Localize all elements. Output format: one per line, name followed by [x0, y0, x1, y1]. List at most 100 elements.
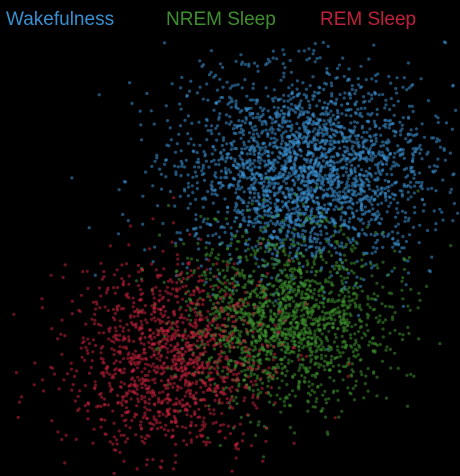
scatter-point-wakefulness [315, 56, 319, 61]
scatter-point-wakefulness [272, 88, 276, 92]
scatter-point-wakefulness [373, 154, 378, 158]
scatter-point-wakefulness [210, 180, 214, 184]
scatter-point-nrem-sleep [189, 257, 194, 261]
scatter-point-rem-sleep [177, 355, 181, 359]
scatter-point-wakefulness [280, 121, 285, 125]
scatter-point-nrem-sleep [185, 271, 189, 275]
scatter-point-rem-sleep [219, 375, 223, 379]
scatter-point-wakefulness [190, 121, 194, 125]
scatter-point-wakefulness [330, 264, 335, 268]
scatter-point-rem-sleep [143, 411, 147, 415]
scatter-point-wakefulness [344, 170, 348, 174]
scatter-point-wakefulness [337, 63, 341, 67]
scatter-point-nrem-sleep [362, 331, 366, 335]
scatter-point-wakefulness [313, 232, 317, 236]
scatter-point-wakefulness [410, 159, 415, 163]
scatter-point-wakefulness [261, 202, 265, 206]
scatter-point-rem-sleep [292, 441, 296, 445]
scatter-point-nrem-sleep [285, 342, 290, 346]
scatter-point-wakefulness [217, 158, 221, 162]
scatter-point-wakefulness [322, 87, 326, 92]
scatter-point-rem-sleep [111, 307, 116, 312]
scatter-point-nrem-sleep [218, 290, 222, 294]
scatter-point-wakefulness [209, 49, 213, 53]
scatter-point-rem-sleep [157, 298, 161, 302]
scatter-point-wakefulness [139, 123, 143, 127]
scatter-point-wakefulness [332, 140, 336, 145]
scatter-point-nrem-sleep [313, 273, 318, 277]
scatter-point-rem-sleep [204, 443, 208, 447]
scatter-point-wakefulness [294, 130, 299, 134]
scatter-point-wakefulness [432, 170, 436, 174]
scatter-point-wakefulness [432, 136, 436, 140]
scatter-point-nrem-sleep [359, 308, 363, 312]
scatter-point-wakefulness [368, 187, 372, 191]
scatter-point-nrem-sleep [280, 362, 284, 366]
scatter-point-wakefulness [316, 233, 320, 237]
scatter-point-rem-sleep [173, 346, 177, 350]
scatter-point-rem-sleep [235, 388, 239, 392]
scatter-point-wakefulness [373, 190, 377, 194]
scatter-point-rem-sleep [195, 362, 200, 366]
scatter-point-wakefulness [418, 151, 422, 155]
scatter-point-wakefulness [305, 160, 309, 164]
scatter-point-nrem-sleep [310, 337, 314, 341]
scatter-point-wakefulness [448, 190, 452, 195]
scatter-point-wakefulness [376, 176, 380, 180]
scatter-point-wakefulness [248, 148, 252, 152]
scatter-point-nrem-sleep [306, 391, 310, 395]
scatter-point-rem-sleep [135, 392, 139, 396]
scatter-point-nrem-sleep [182, 242, 186, 246]
scatter-point-wakefulness [204, 280, 208, 284]
scatter-point-wakefulness [400, 194, 404, 198]
scatter-point-wakefulness [254, 115, 259, 120]
scatter-point-wakefulness [350, 140, 354, 144]
scatter-point-wakefulness [330, 174, 334, 178]
scatter-point-wakefulness [364, 147, 368, 151]
scatter-point-rem-sleep [152, 423, 156, 427]
scatter-point-wakefulness [249, 106, 253, 110]
scatter-point-nrem-sleep [275, 242, 279, 246]
scatter-point-wakefulness [377, 161, 381, 165]
scatter-point-nrem-sleep [229, 300, 233, 304]
scatter-point-wakefulness [296, 107, 300, 111]
scatter-point-wakefulness [340, 241, 344, 245]
scatter-point-wakefulness [217, 163, 221, 167]
scatter-point-wakefulness [306, 197, 310, 201]
scatter-point-wakefulness [126, 219, 130, 223]
scatter-point-wakefulness [385, 172, 389, 176]
scatter-point-wakefulness [322, 215, 326, 219]
scatter-point-wakefulness [238, 130, 242, 135]
scatter-point-wakefulness [226, 155, 230, 159]
scatter-point-wakefulness [314, 132, 318, 136]
scatter-point-rem-sleep [232, 314, 236, 318]
scatter-point-nrem-sleep [321, 301, 325, 305]
scatter-point-wakefulness [250, 136, 254, 140]
scatter-point-nrem-sleep [313, 329, 317, 333]
scatter-point-nrem-sleep [225, 259, 229, 264]
scatter-point-nrem-sleep [263, 250, 267, 254]
scatter-point-nrem-sleep [353, 323, 357, 327]
scatter-point-wakefulness [286, 156, 290, 160]
scatter-point-nrem-sleep [359, 370, 363, 374]
scatter-point-wakefulness [376, 194, 380, 198]
scatter-point-wakefulness [228, 170, 233, 174]
scatter-point-wakefulness [348, 138, 352, 142]
scatter-point-wakefulness [388, 107, 392, 112]
scatter-point-wakefulness [367, 57, 371, 61]
scatter-point-wakefulness [310, 228, 314, 233]
scatter-point-nrem-sleep [354, 379, 358, 383]
scatter-point-wakefulness [185, 94, 189, 98]
scatter-point-wakefulness [444, 121, 449, 125]
scatter-point-nrem-sleep [372, 292, 376, 296]
scatter-point-wakefulness [191, 149, 195, 153]
scatter-point-wakefulness [269, 235, 273, 239]
scatter-point-wakefulness [258, 236, 262, 240]
scatter-point-rem-sleep [186, 334, 190, 338]
scatter-point-wakefulness [319, 229, 323, 233]
scatter-point-rem-sleep [102, 270, 106, 274]
scatter-point-rem-sleep [148, 421, 152, 425]
scatter-point-wakefulness [400, 189, 404, 193]
scatter-point-nrem-sleep [349, 261, 353, 265]
scatter-point-nrem-sleep [315, 397, 319, 401]
